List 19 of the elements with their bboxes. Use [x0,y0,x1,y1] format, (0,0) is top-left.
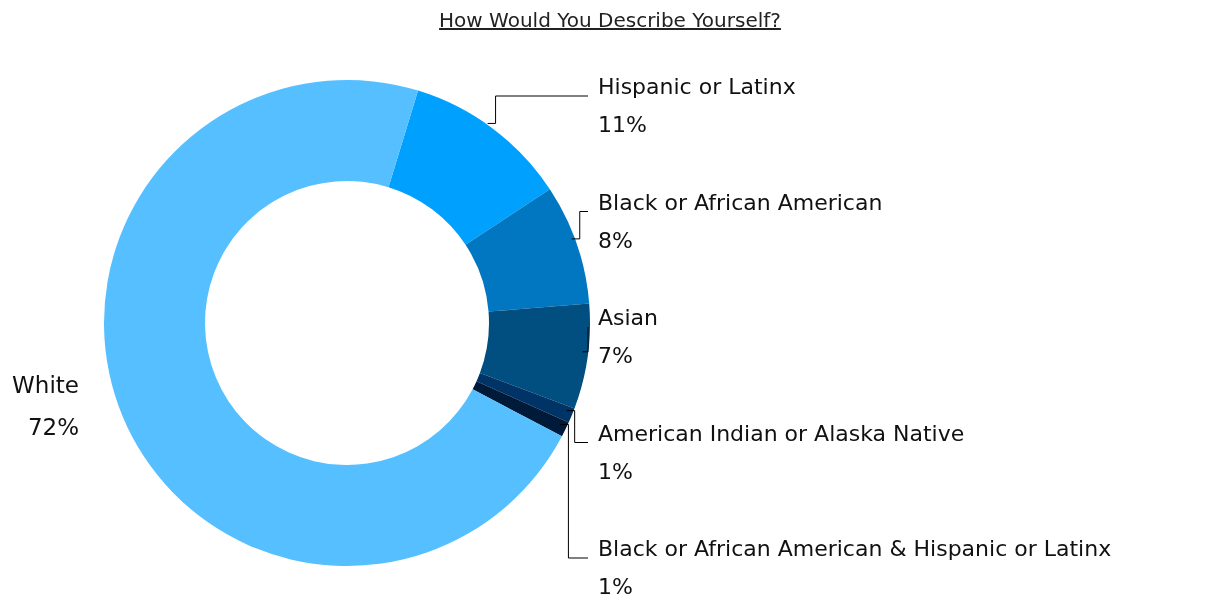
slice-label: Hispanic or Latinx [598,74,796,99]
donut-slice [388,90,550,245]
data-label: 7% [598,343,633,368]
slice-label: Asian [598,305,659,330]
donut-slice [472,381,569,437]
donut-slice [104,80,562,566]
slice-label: Black or African American & Hispanic or Latinx [598,536,1112,561]
data-label: 11% [598,112,647,137]
data-label: 72% [27,413,79,440]
donut-slice [465,189,590,312]
data-label: 8% [598,227,633,253]
chart-title: How Would You Describe Yourself? [438,8,782,32]
donut-slice [476,372,575,423]
data-label: 1% [598,458,633,484]
donut-slice [479,303,590,409]
slice-label: American Indian or Alaska Native [598,420,965,446]
slice-label: Black or African American [598,189,883,215]
slice-label: White [12,371,79,398]
data-label: 1% [598,574,633,599]
